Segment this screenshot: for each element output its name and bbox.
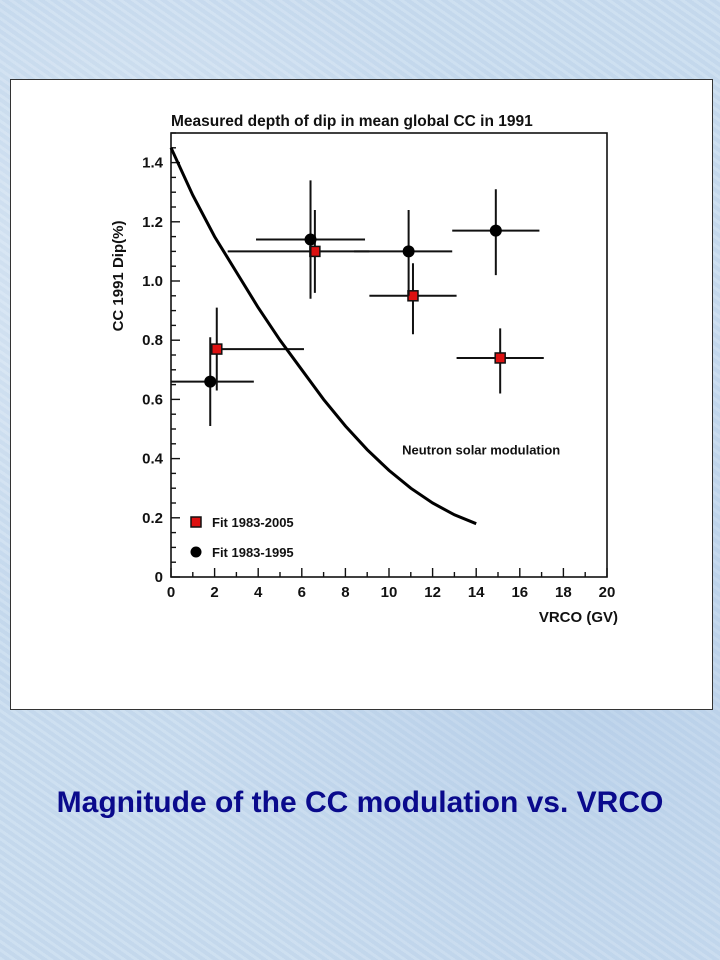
x-tick-label: 16 bbox=[511, 584, 528, 601]
y-tick-label: 0.2 bbox=[142, 510, 163, 527]
data-point-circle bbox=[304, 233, 317, 246]
legend-label: Fit 1983-2005 bbox=[212, 515, 294, 530]
x-tick-label: 6 bbox=[298, 584, 306, 601]
legend-circle-marker bbox=[190, 546, 202, 558]
y-tick-label: 0.4 bbox=[142, 451, 164, 468]
data-point-circle bbox=[489, 224, 502, 237]
plot-frame bbox=[170, 132, 608, 578]
x-tick-label: 18 bbox=[555, 584, 572, 601]
scatter-chart: Measured depth of dip in mean global CC … bbox=[110, 113, 618, 626]
x-tick-label: 12 bbox=[424, 584, 441, 601]
x-axis-label: VRCO (GV) bbox=[539, 609, 618, 626]
data-point-circle bbox=[204, 375, 217, 388]
x-tick-label: 0 bbox=[167, 584, 175, 601]
y-tick-label: 1.0 bbox=[142, 273, 163, 290]
y-tick-label: 1.2 bbox=[142, 214, 163, 231]
x-tick-label: 4 bbox=[254, 584, 263, 601]
slide-caption: Magnitude of the CC modulation vs. VRCO bbox=[56, 786, 664, 819]
data-point-circle bbox=[402, 245, 415, 258]
neutron-modulation-curve bbox=[169, 147, 477, 526]
x-tick-label: 2 bbox=[210, 584, 218, 601]
x-tick-label: 20 bbox=[599, 584, 616, 601]
y-tick-label: 0 bbox=[155, 569, 163, 586]
x-tick-label: 10 bbox=[381, 584, 398, 601]
legend-square-marker bbox=[190, 516, 202, 528]
data-point-square bbox=[211, 343, 223, 355]
x-tick-label: 8 bbox=[341, 584, 349, 601]
chart-title: Measured depth of dip in mean global CC … bbox=[171, 113, 533, 130]
curve-annotation: Neutron solar modulation bbox=[402, 443, 560, 458]
y-tick-label: 0.6 bbox=[142, 391, 163, 408]
y-tick-label: 0.8 bbox=[142, 332, 163, 349]
legend-label: Fit 1983-1995 bbox=[212, 545, 294, 560]
data-point-square bbox=[494, 352, 506, 364]
y-tick-label: 1.4 bbox=[142, 155, 164, 172]
chart-panel: Measured depth of dip in mean global CC … bbox=[10, 79, 713, 710]
y-axis-label: CC 1991 Dip(%) bbox=[110, 221, 127, 332]
x-tick-label: 14 bbox=[468, 584, 485, 601]
